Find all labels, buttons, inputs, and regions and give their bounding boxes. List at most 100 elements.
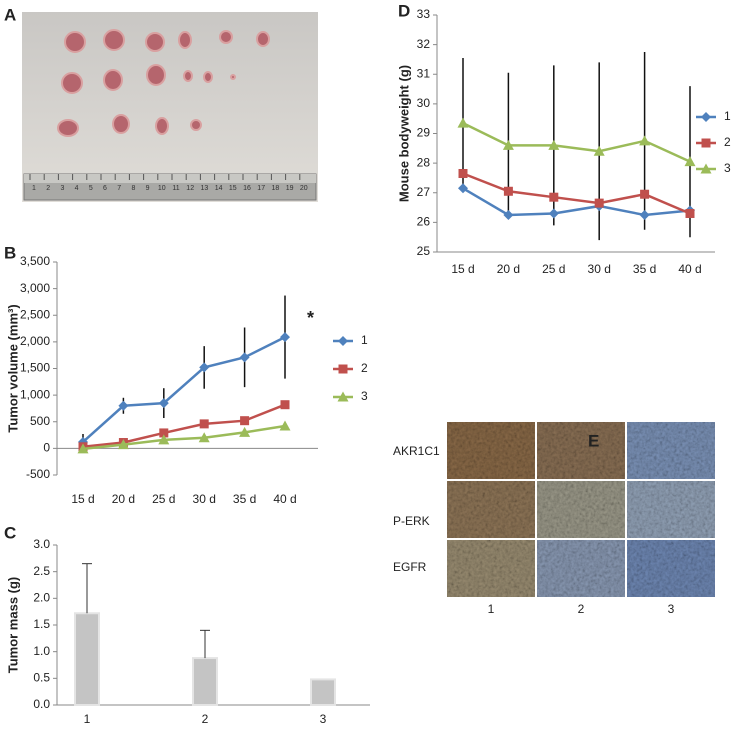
series-line	[82, 424, 286, 451]
marker	[338, 336, 348, 346]
series-line	[82, 403, 286, 449]
ruler-number: 2	[46, 185, 50, 192]
marker	[700, 163, 712, 174]
marker	[457, 117, 469, 128]
column-label: 2	[578, 602, 585, 616]
y-tick-label: 3,000	[20, 281, 50, 295]
y-axis-title: Tumor volume (mm³)	[5, 304, 20, 432]
marker	[639, 209, 650, 220]
legend-label: 1	[361, 333, 368, 347]
marker	[158, 434, 170, 445]
annotation: *	[307, 308, 314, 328]
y-tick-label: 2,500	[20, 307, 50, 321]
y-tick-label: 3.0	[33, 537, 50, 551]
x-tick-label: 3	[320, 712, 327, 726]
row-label: EGFR	[393, 560, 427, 574]
y-tick-label: 1.5	[33, 617, 50, 631]
x-tick-label: 20 d	[497, 262, 520, 276]
x-tick-label: 15 d	[451, 262, 474, 276]
panel-label: E	[588, 431, 599, 450]
ruler-number: 13	[201, 185, 209, 192]
marker	[685, 208, 695, 218]
marker	[701, 138, 711, 148]
column-label: 1	[488, 602, 495, 616]
y-tick-label: 1,000	[20, 387, 50, 401]
ruler-number: 20	[300, 185, 308, 192]
y-tick-label: 29	[417, 126, 431, 140]
x-tick-label: 30 d	[588, 262, 611, 276]
x-tick-label: 20 d	[112, 492, 135, 506]
x-tick-label: 2	[202, 712, 209, 726]
marker	[280, 332, 290, 343]
tumor-photo	[22, 12, 318, 202]
legend-label: 3	[724, 161, 731, 175]
marker	[594, 198, 604, 208]
y-tick-label: 500	[30, 414, 50, 428]
row-label: AKR1C1	[393, 444, 440, 458]
panel-label: A	[4, 5, 16, 24]
y-tick-label: 2,000	[20, 334, 50, 348]
ruler-number: 12	[186, 185, 194, 192]
x-tick-label: 35 d	[633, 262, 656, 276]
marker	[239, 426, 251, 437]
ruler-number: 11	[172, 185, 179, 192]
ruler-number: 5	[89, 185, 93, 192]
y-tick-label: 1,500	[20, 361, 50, 375]
ruler-number: 3	[60, 185, 64, 192]
y-tick-label: 2.0	[33, 591, 50, 605]
ruler-number: 8	[131, 185, 135, 192]
y-tick-label: 0.5	[33, 671, 50, 685]
row-label: P-ERK	[393, 514, 430, 528]
ruler-number: 16	[243, 185, 251, 192]
marker	[338, 364, 348, 374]
ruler-number: 19	[286, 185, 294, 192]
marker	[118, 400, 129, 411]
marker	[240, 416, 250, 426]
marker	[159, 428, 169, 438]
ruler-number: 9	[146, 185, 150, 192]
series-line	[82, 335, 286, 443]
ruler-number: 17	[257, 185, 265, 192]
marker	[701, 112, 711, 122]
ruler-number: 7	[117, 185, 121, 192]
marker	[280, 400, 290, 410]
y-tick-label: 31	[417, 66, 431, 80]
panel-label: D	[398, 1, 410, 20]
marker	[639, 135, 651, 146]
marker	[458, 183, 468, 194]
ruler-number: 18	[272, 185, 280, 192]
x-tick-label: 25 d	[542, 262, 565, 276]
y-axis-title: Mouse bodyweight (g)	[396, 65, 411, 202]
marker	[503, 186, 513, 196]
y-tick-label: 1.0	[33, 644, 50, 658]
x-tick-label: 15 d	[71, 492, 94, 506]
bar	[74, 612, 100, 706]
ruler-number: 14	[215, 185, 223, 192]
marker	[198, 432, 210, 443]
x-tick-label: 40 d	[678, 262, 701, 276]
y-axis-title: Tumor mass (g)	[5, 577, 20, 674]
panel-label: B	[4, 243, 16, 262]
panel-label: C	[4, 523, 16, 542]
marker	[593, 145, 605, 156]
y-tick-label: 0	[43, 441, 50, 455]
legend-label: 3	[361, 389, 368, 403]
y-tick-label: 28	[417, 155, 431, 169]
marker	[279, 420, 291, 431]
marker	[77, 443, 89, 454]
y-tick-label: 30	[417, 96, 431, 110]
legend-label: 2	[361, 361, 368, 375]
series-line	[462, 122, 691, 163]
x-tick-label: 40 d	[273, 492, 296, 506]
bar	[192, 657, 218, 706]
y-tick-label: 27	[417, 185, 431, 199]
y-tick-label: 25	[417, 244, 431, 258]
ihc-grid	[447, 422, 715, 597]
marker	[502, 139, 514, 150]
marker	[503, 209, 514, 220]
marker	[548, 139, 560, 150]
marker	[158, 398, 169, 409]
y-tick-label: 3,500	[20, 254, 50, 268]
marker	[337, 391, 349, 402]
bar	[310, 678, 336, 707]
